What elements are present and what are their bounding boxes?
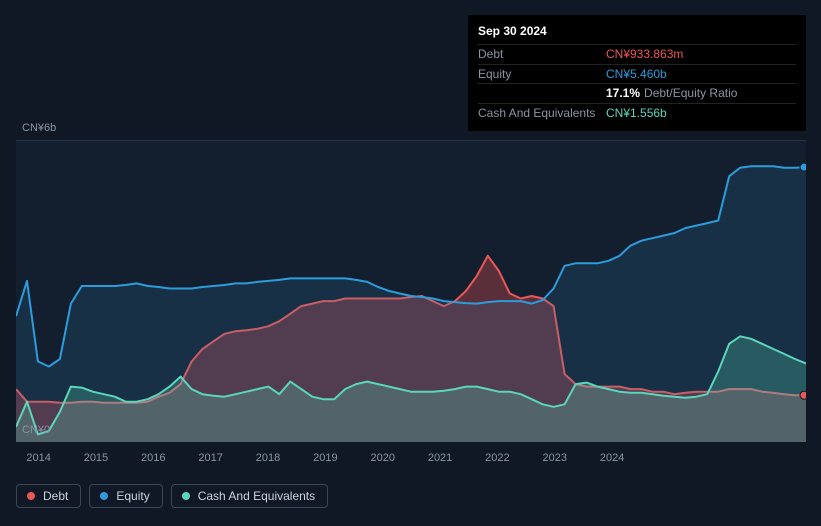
tooltip-debt-label: Debt xyxy=(478,46,606,63)
tooltip-debt-value: CN¥933.863m xyxy=(606,46,683,63)
chart-region[interactable]: CN¥6b CN¥0 20142015201620172018201920202… xyxy=(16,126,806,466)
tooltip-panel: Sep 30 2024 Debt CN¥933.863m Equity CN¥5… xyxy=(468,15,806,131)
legend-label: Cash And Equivalents xyxy=(198,489,315,503)
tooltip-cash-value: CN¥1.556b xyxy=(606,105,667,122)
legend-label: Equity xyxy=(116,489,149,503)
x-tick-label: 2019 xyxy=(313,452,337,464)
circle-icon xyxy=(100,492,108,500)
area-chart[interactable] xyxy=(16,140,806,442)
x-tick-label: 2022 xyxy=(485,452,509,464)
legend-item-debt[interactable]: Debt xyxy=(16,484,81,508)
tooltip-date: Sep 30 2024 xyxy=(478,21,796,44)
x-tick-label: 2017 xyxy=(198,452,222,464)
tooltip-ratio-value: 17.1%Debt/Equity Ratio xyxy=(606,85,737,102)
debt-end-marker xyxy=(800,391,806,399)
circle-icon xyxy=(27,492,35,500)
equity-end-marker xyxy=(800,163,806,171)
legend-item-cash[interactable]: Cash And Equivalents xyxy=(171,484,328,508)
tooltip-ratio-spacer xyxy=(478,85,606,102)
legend-label: Debt xyxy=(43,489,68,503)
x-tick-label: 2015 xyxy=(84,452,108,464)
y-axis-top-label: CN¥6b xyxy=(22,122,56,134)
x-tick-label: 2018 xyxy=(256,452,280,464)
x-tick-label: 2023 xyxy=(543,452,567,464)
x-tick-label: 2020 xyxy=(370,452,394,464)
x-tick-label: 2024 xyxy=(600,452,624,464)
x-tick-label: 2016 xyxy=(141,452,165,464)
circle-icon xyxy=(182,492,190,500)
x-tick-label: 2021 xyxy=(428,452,452,464)
legend: Debt Equity Cash And Equivalents xyxy=(16,484,328,508)
x-axis: 2014 2015 2016 2017 2018 2019 2020 2021 2022 2023… xyxy=(16,452,806,468)
tooltip-equity-label: Equity xyxy=(478,66,606,83)
y-axis-bottom-label: CN¥0 xyxy=(22,424,50,436)
legend-item-equity[interactable]: Equity xyxy=(89,484,162,508)
tooltip-cash-label: Cash And Equivalents xyxy=(478,105,606,122)
x-tick-label: 2014 xyxy=(26,452,50,464)
tooltip-equity-value: CN¥5.460b xyxy=(606,66,667,83)
